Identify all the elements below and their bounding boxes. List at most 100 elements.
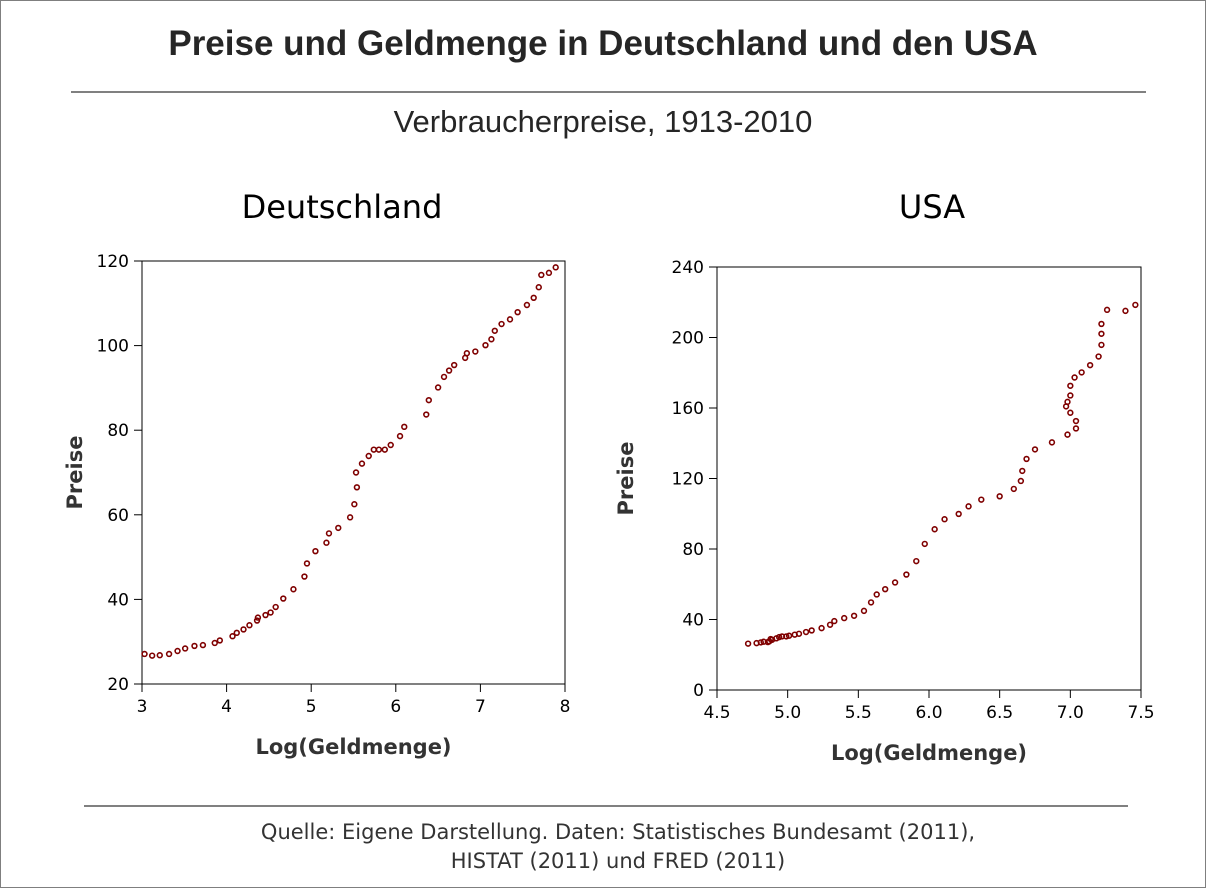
data-point [370, 446, 378, 453]
data-point [873, 591, 880, 598]
data-point [795, 630, 803, 637]
y-tick-label: 120 [97, 252, 129, 272]
x-tick-label: 7 [475, 697, 486, 717]
data-point [802, 628, 810, 636]
data-point [831, 617, 838, 625]
data-point [891, 579, 899, 586]
data-point [211, 639, 218, 647]
data-point [498, 320, 505, 328]
data-point [352, 469, 360, 476]
data-point [1017, 477, 1025, 485]
data-point [530, 294, 537, 302]
data-point [783, 633, 790, 640]
data-point [353, 484, 361, 491]
y-tick-label: 80 [107, 421, 129, 441]
data-point [523, 301, 531, 309]
data-point [913, 557, 920, 565]
data-point [1098, 330, 1105, 337]
data-point [808, 627, 815, 634]
x-tick-label: 4 [221, 697, 232, 717]
x-tick-label: 6 [390, 697, 401, 717]
data-point [826, 621, 834, 628]
data-point [1031, 446, 1039, 453]
data-point [463, 350, 471, 357]
data-point [491, 327, 498, 334]
data-point [965, 503, 972, 510]
source-line-1: Quelle: Eigene Darstellung. Daten: Stati… [260, 820, 976, 844]
data-point [921, 540, 928, 548]
data-point [506, 316, 514, 323]
data-point [253, 617, 261, 624]
data-point [955, 510, 962, 518]
data-point [1064, 431, 1071, 438]
data-point [323, 539, 330, 546]
data-point [233, 629, 240, 637]
data-point [482, 341, 489, 349]
data-point [141, 650, 148, 658]
source-line-2: HISTAT (2011) und FRED (2011) [450, 849, 786, 873]
data-point [301, 573, 308, 580]
data-point [381, 446, 389, 453]
y-axis-label: Preise [614, 442, 638, 516]
source-divider [84, 805, 1128, 807]
title-divider [71, 91, 1146, 93]
data-point [1072, 417, 1080, 425]
data-point [312, 547, 319, 555]
data-point [387, 441, 394, 449]
data-point [290, 586, 297, 593]
y-tick-label: 100 [97, 337, 129, 357]
data-point [272, 603, 279, 611]
y-tick-label: 240 [672, 258, 704, 278]
x-tick-label: 6.5 [986, 703, 1013, 723]
data-point [254, 614, 262, 621]
data-point [552, 264, 559, 271]
y-tick-label: 40 [682, 611, 704, 631]
data-point [850, 612, 858, 619]
y-tick-label: 60 [107, 506, 129, 526]
x-tick-label: 7.5 [1127, 703, 1154, 723]
plot-area [141, 260, 566, 685]
data-point [488, 336, 495, 343]
data-point [785, 632, 793, 639]
data-point [757, 639, 765, 646]
data-point [1098, 341, 1105, 349]
data-point [280, 595, 287, 602]
data-point [1122, 307, 1129, 315]
source-note: Quelle: Eigene Darstellung. Daten: Stati… [0, 818, 1206, 876]
y-axis-label: Preise [63, 436, 87, 510]
y-tick-label: 120 [672, 470, 704, 490]
data-point [375, 446, 383, 453]
data-point [325, 530, 333, 537]
data-point [303, 560, 311, 567]
x-tick-label: 3 [137, 697, 148, 717]
data-point [881, 585, 889, 593]
data-point [472, 348, 479, 355]
data-point [1132, 301, 1139, 309]
x-axis-label: Log(Geldmenge) [831, 741, 1027, 765]
data-point [346, 514, 354, 521]
data-point [401, 423, 408, 431]
y-tick-label: 20 [107, 675, 129, 695]
y-tick-label: 40 [107, 590, 129, 610]
data-point [148, 652, 156, 659]
data-point [941, 516, 948, 523]
data-point [1072, 425, 1080, 432]
chart-deutschland: Deutschland 3 4 5 6 7 8 20 40 60 80 100 120 Log(Geldm… [63, 188, 570, 759]
data-point [1048, 439, 1056, 446]
y-tick-label: 200 [672, 329, 704, 349]
data-point [1086, 361, 1094, 369]
data-point [996, 493, 1003, 500]
data-point [181, 645, 189, 652]
data-point [450, 361, 458, 369]
data-point [335, 524, 342, 532]
data-point [867, 599, 875, 606]
slide-subtitle: Verbraucherpreise, 1913-2010 [393, 104, 813, 139]
data-point [365, 452, 372, 460]
data-point [903, 571, 910, 578]
data-point [1071, 374, 1078, 381]
data-point [535, 284, 542, 291]
data-point [1023, 455, 1030, 463]
data-point [840, 614, 848, 622]
y-tick-label: 0 [693, 681, 704, 701]
data-point [423, 411, 430, 418]
